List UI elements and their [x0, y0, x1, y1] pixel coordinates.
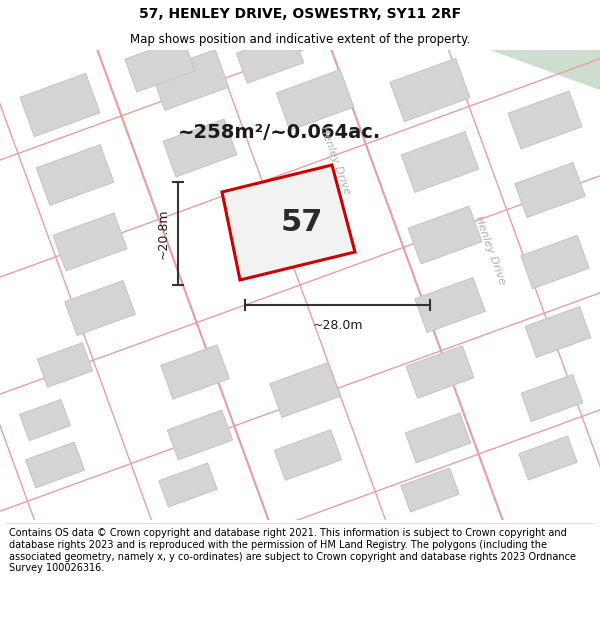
- Polygon shape: [521, 235, 589, 289]
- Text: 57, HENLEY DRIVE, OSWESTRY, SY11 2RF: 57, HENLEY DRIVE, OSWESTRY, SY11 2RF: [139, 7, 461, 21]
- Text: ~28.0m: ~28.0m: [312, 319, 363, 332]
- Text: ~258m²/~0.064ac.: ~258m²/~0.064ac.: [178, 122, 381, 141]
- Polygon shape: [125, 38, 195, 92]
- Polygon shape: [25, 442, 85, 488]
- Polygon shape: [167, 410, 233, 460]
- Polygon shape: [36, 144, 114, 206]
- Polygon shape: [521, 374, 583, 421]
- Text: Map shows position and indicative extent of the property.: Map shows position and indicative extent…: [130, 32, 470, 46]
- Polygon shape: [415, 278, 485, 332]
- Polygon shape: [274, 430, 341, 480]
- Polygon shape: [401, 468, 459, 512]
- Polygon shape: [519, 436, 577, 480]
- Polygon shape: [163, 119, 237, 177]
- Polygon shape: [490, 50, 600, 90]
- Polygon shape: [161, 345, 229, 399]
- Polygon shape: [236, 32, 304, 83]
- Text: Henley Drive: Henley Drive: [473, 214, 507, 286]
- Polygon shape: [515, 162, 585, 217]
- Polygon shape: [20, 399, 70, 441]
- Polygon shape: [390, 58, 470, 122]
- Polygon shape: [222, 165, 355, 280]
- Polygon shape: [406, 346, 474, 398]
- Polygon shape: [408, 206, 482, 264]
- Polygon shape: [525, 307, 591, 358]
- Polygon shape: [520, 50, 600, 75]
- Polygon shape: [20, 73, 100, 137]
- Polygon shape: [53, 213, 127, 271]
- Text: Contains OS data © Crown copyright and database right 2021. This information is : Contains OS data © Crown copyright and d…: [9, 528, 576, 573]
- Text: Henley Drive: Henley Drive: [318, 124, 352, 196]
- Polygon shape: [276, 69, 354, 131]
- Text: ~20.8m: ~20.8m: [157, 208, 170, 259]
- Polygon shape: [270, 362, 340, 418]
- Polygon shape: [65, 281, 135, 336]
- Polygon shape: [405, 413, 471, 463]
- Polygon shape: [151, 49, 229, 111]
- Text: 57: 57: [281, 208, 323, 237]
- Polygon shape: [401, 132, 479, 192]
- Polygon shape: [159, 463, 217, 507]
- Polygon shape: [508, 91, 582, 149]
- Polygon shape: [37, 342, 92, 388]
